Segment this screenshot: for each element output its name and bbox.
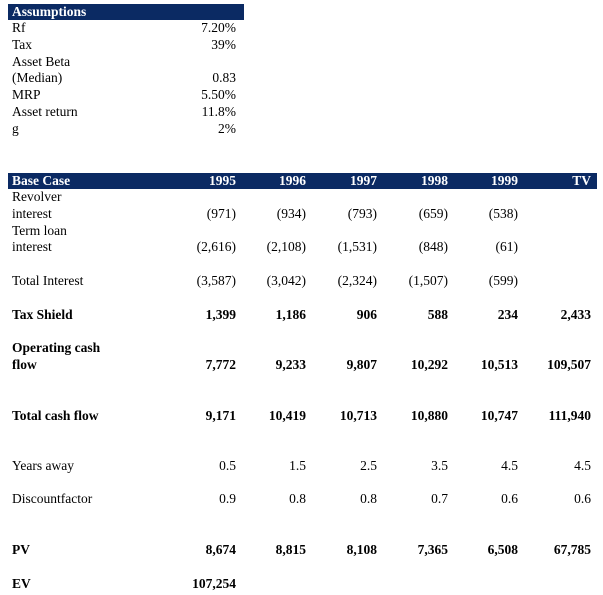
row-value-1995: 8,674 <box>205 542 236 557</box>
row-label: interest <box>12 239 52 254</box>
row-value-1999: 10,513 <box>480 357 518 372</box>
year-header-1999: 1999 <box>491 173 518 188</box>
assumption-label-asset-beta: Asset Beta <box>12 54 71 69</box>
row-value-1996: 1,186 <box>275 307 306 322</box>
year-header-1998: 1998 <box>421 173 448 188</box>
row-label: Tax Shield <box>12 307 73 322</box>
row-value-1997: (1,531) <box>337 239 377 254</box>
row-value-1995: 107,254 <box>192 576 236 591</box>
row-value-1995: 9,171 <box>205 408 236 423</box>
assumption-label-rf: Rf <box>12 20 26 35</box>
row-value-1996: 0.8 <box>289 491 306 506</box>
assumption-label-mrp: MRP <box>12 87 41 102</box>
assumption-label-g: g <box>12 121 19 136</box>
row-value-1996: (3,042) <box>266 273 306 288</box>
row-value-1998: 588 <box>427 307 448 322</box>
row-label-line1: Operating cash <box>12 340 101 355</box>
assumption-value-mrp: 5.50% <box>201 87 236 102</box>
assumption-label-asset-return: Asset return <box>12 104 78 119</box>
row-value-1998: 3.5 <box>431 458 448 473</box>
row-value-1998: (848) <box>418 239 448 254</box>
assumption-value-g: 2% <box>218 121 236 136</box>
year-header-1997: 1997 <box>350 173 377 188</box>
row-label: Total cash flow <box>12 408 99 423</box>
row-value-1997: 2.5 <box>360 458 377 473</box>
row-label: Total Interest <box>12 273 84 288</box>
row-value-tv: 67,785 <box>553 542 591 557</box>
row-value-1995: (2,616) <box>196 239 236 254</box>
row-value-tv: 0.6 <box>574 491 591 506</box>
row-value-1999: 6,508 <box>487 542 518 557</box>
assumption-value-tax: 39% <box>211 37 236 52</box>
row-label: PV <box>12 542 30 557</box>
row-value-1997: 906 <box>356 307 377 322</box>
row-value-1996: (2,108) <box>266 239 306 254</box>
base-case-title: Base Case <box>12 173 71 188</box>
row-value-1999: 234 <box>497 307 518 322</box>
row-value-1999: 0.6 <box>501 491 518 506</box>
row-value-1995: (971) <box>206 206 236 221</box>
row-label: flow <box>12 357 37 372</box>
row-value-1997: 10,713 <box>339 408 377 423</box>
row-value-1996: 9,233 <box>275 357 306 372</box>
assumption-value-rf: 7.20% <box>201 20 236 35</box>
row-value-1997: (2,324) <box>337 273 377 288</box>
year-header-1995: 1995 <box>209 173 236 188</box>
row-value-1998: 0.7 <box>431 491 448 506</box>
row-value-1999: (61) <box>495 239 519 254</box>
assumptions-title: Assumptions <box>12 4 87 19</box>
year-header-1996: 1996 <box>279 173 306 188</box>
row-label: Years away <box>12 458 74 473</box>
row-value-1999: 4.5 <box>501 458 518 473</box>
row-value-tv: 4.5 <box>574 458 591 473</box>
row-value-1998: (659) <box>418 206 448 221</box>
assumptions-header: Assumptions <box>8 4 244 20</box>
row-value-1995: 0.9 <box>219 491 236 506</box>
row-value-1996: 10,419 <box>268 408 306 423</box>
row-value-tv: 109,507 <box>547 357 591 372</box>
row-label-line1: Revolver <box>12 189 62 204</box>
row-value-tv: 2,433 <box>560 307 591 322</box>
row-label: Discountfactor <box>12 491 93 506</box>
row-value-1997: 8,108 <box>346 542 377 557</box>
assumption-label-median: (Median) <box>12 70 63 85</box>
assumption-value-asset-return: 11.8% <box>201 104 236 119</box>
row-value-1998: 10,880 <box>410 408 448 423</box>
row-value-1998: 7,365 <box>417 542 448 557</box>
assumption-label-tax: Tax <box>12 37 33 52</box>
row-value-1999: (599) <box>488 273 518 288</box>
assumption-value-median: 0.83 <box>212 70 236 85</box>
row-value-1998: (1,507) <box>408 273 448 288</box>
year-header-tv: TV <box>572 173 591 188</box>
row-label: interest <box>12 206 52 221</box>
row-value-1997: (793) <box>347 206 377 221</box>
row-value-1995: 1,399 <box>205 307 236 322</box>
row-label-line1: Term loan <box>12 223 67 238</box>
row-value-1995: (3,587) <box>196 273 236 288</box>
row-value-1996: (934) <box>276 206 306 221</box>
row-value-1996: 1.5 <box>289 458 306 473</box>
row-value-1997: 0.8 <box>360 491 377 506</box>
row-value-tv: 111,940 <box>548 408 591 423</box>
row-value-1996: 8,815 <box>275 542 306 557</box>
row-value-1998: 10,292 <box>410 357 448 372</box>
base-case-header: Base Case <box>8 173 597 189</box>
row-value-1997: 9,807 <box>346 357 377 372</box>
row-value-1995: 0.5 <box>219 458 236 473</box>
row-label: EV <box>12 576 31 591</box>
row-value-1999: (538) <box>488 206 518 221</box>
row-value-1999: 10,747 <box>480 408 518 423</box>
row-value-1995: 7,772 <box>205 357 236 372</box>
